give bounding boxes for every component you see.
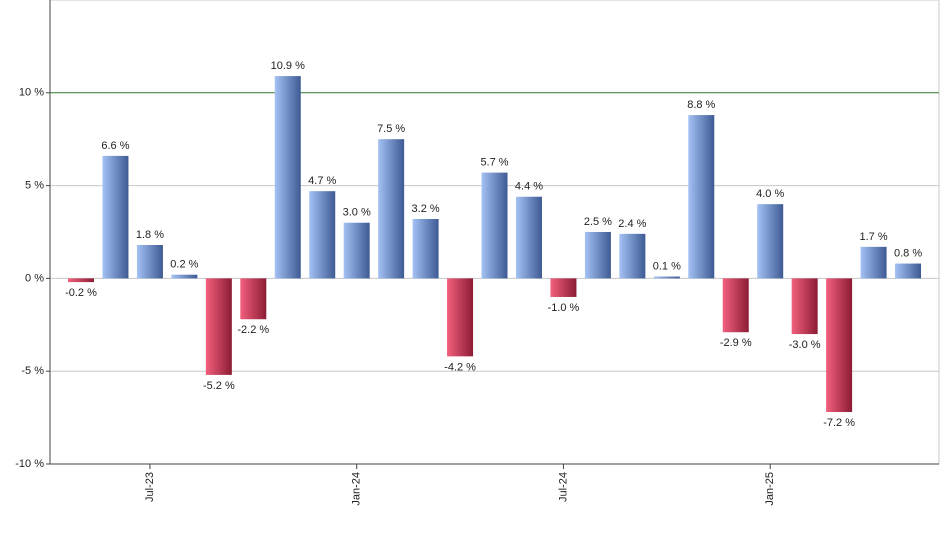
bar bbox=[860, 246, 887, 279]
data-label: 1.7 % bbox=[860, 231, 888, 243]
bar bbox=[378, 139, 405, 279]
bar bbox=[515, 196, 542, 279]
x-tick-label: Jul-24 bbox=[557, 472, 569, 502]
bar bbox=[757, 204, 784, 279]
data-label: -7.2 % bbox=[823, 417, 855, 429]
bar bbox=[171, 274, 198, 279]
data-label: -2.2 % bbox=[237, 324, 269, 336]
bar bbox=[412, 219, 439, 279]
data-label: -2.9 % bbox=[720, 337, 752, 349]
bar bbox=[481, 172, 508, 279]
bar bbox=[274, 76, 301, 279]
y-tick-label: 5 % bbox=[25, 180, 44, 192]
x-tick-label: Jan-24 bbox=[351, 472, 363, 506]
data-label: -3.0 % bbox=[789, 339, 821, 351]
bar bbox=[309, 191, 336, 279]
y-tick-label: -5 % bbox=[21, 365, 44, 377]
y-tick-label: 0 % bbox=[25, 272, 44, 284]
data-label: 8.8 % bbox=[687, 99, 715, 111]
bar bbox=[688, 115, 715, 279]
bar bbox=[550, 278, 577, 297]
bar bbox=[653, 276, 680, 279]
data-label: 6.6 % bbox=[101, 140, 129, 152]
data-label: 3.0 % bbox=[343, 207, 371, 219]
bar bbox=[68, 278, 94, 283]
bar bbox=[343, 222, 370, 279]
data-label: 4.7 % bbox=[308, 175, 336, 187]
data-label: -4.2 % bbox=[444, 361, 476, 373]
x-tick-label: Jul-23 bbox=[144, 472, 156, 502]
data-label: 4.4 % bbox=[515, 181, 543, 193]
bar bbox=[205, 278, 232, 375]
data-label: 0.8 % bbox=[894, 247, 922, 259]
data-label: 0.1 % bbox=[653, 260, 681, 272]
y-tick-label: -10 % bbox=[15, 458, 44, 470]
bar bbox=[791, 278, 818, 335]
bar bbox=[102, 155, 129, 279]
data-label: 4.0 % bbox=[756, 188, 784, 200]
data-label: 0.2 % bbox=[170, 259, 198, 271]
bar bbox=[826, 278, 853, 413]
bar bbox=[584, 232, 611, 279]
bar bbox=[447, 278, 474, 357]
data-label: 5.7 % bbox=[480, 157, 508, 169]
bar bbox=[240, 278, 267, 320]
data-label: -1.0 % bbox=[548, 302, 580, 314]
data-label: 2.4 % bbox=[618, 218, 646, 230]
data-label: 2.5 % bbox=[584, 216, 612, 228]
bar bbox=[136, 244, 163, 279]
bar bbox=[619, 233, 646, 279]
data-label: 3.2 % bbox=[412, 203, 440, 215]
bar bbox=[722, 278, 749, 333]
data-label: 7.5 % bbox=[377, 123, 405, 135]
x-tick-label: Jan-25 bbox=[764, 472, 776, 506]
data-label: -5.2 % bbox=[203, 380, 235, 392]
data-label: 1.8 % bbox=[136, 229, 164, 241]
data-label: 10.9 % bbox=[271, 60, 305, 72]
data-label: -0.2 % bbox=[65, 287, 97, 299]
y-tick-label: 10 % bbox=[19, 87, 44, 99]
bar bbox=[895, 263, 922, 279]
